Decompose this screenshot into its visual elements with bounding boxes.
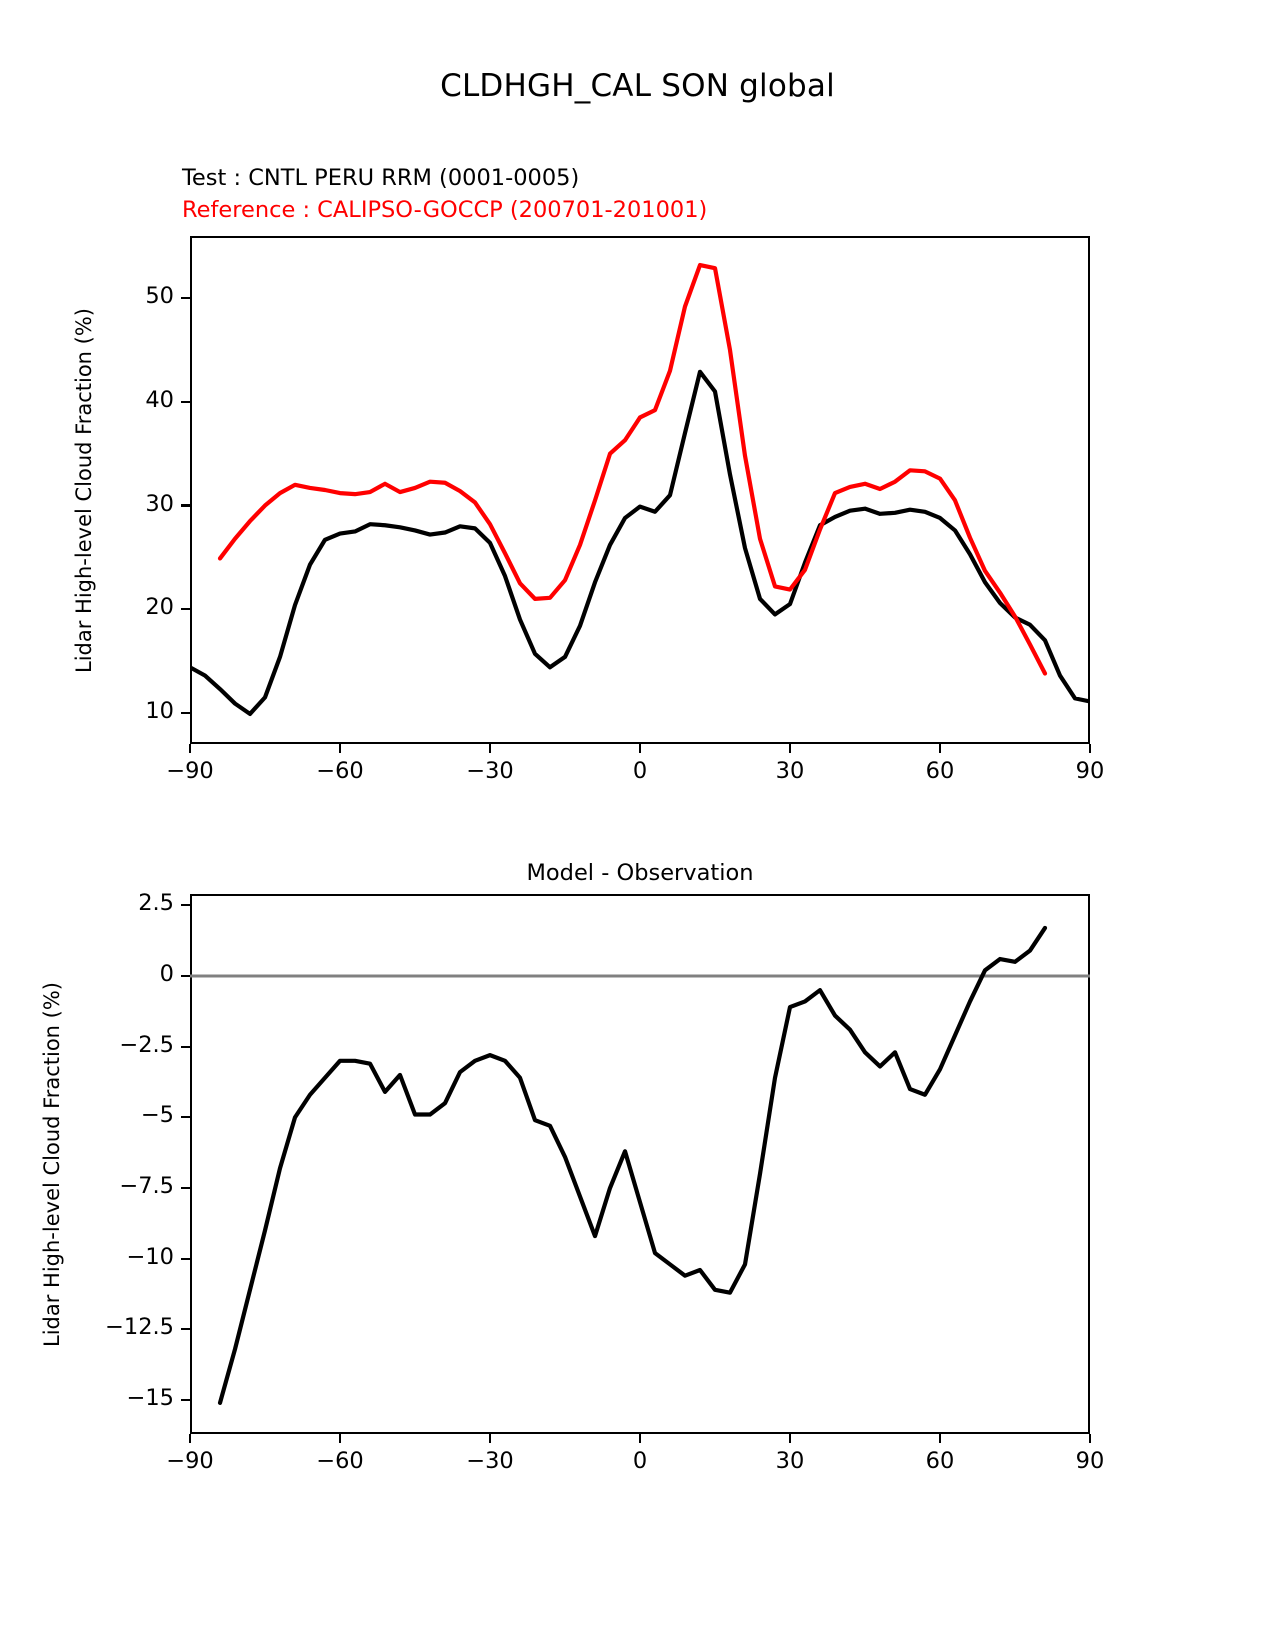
y-tick-label: 40 <box>145 386 174 413</box>
x-tick-label: −60 <box>316 758 364 784</box>
y-tick-mark <box>181 1186 190 1190</box>
x-tick-label: 90 <box>1075 1448 1105 1474</box>
x-tick-label: 30 <box>775 758 805 784</box>
x-tick-mark <box>188 744 192 753</box>
x-tick-mark <box>188 1434 192 1443</box>
top-panel: 10 20 30 40 50 −90 −60 −30 0 30 60 90 Lidar High-le… <box>0 0 1275 800</box>
x-tick-mark <box>1088 744 1092 753</box>
y-tick-label: 2.5 <box>138 890 174 917</box>
top-plot-frame <box>190 236 1090 744</box>
x-tick-mark <box>788 744 792 753</box>
y-tick-label: −2.5 <box>119 1031 174 1058</box>
series-line-0 <box>190 369 1090 717</box>
bottom-plot-title: Model - Observation <box>526 860 754 886</box>
top-plot-lines <box>190 262 1090 717</box>
legend-item-reference: Reference : CALIPSO-GOCCP (200701-201001… <box>182 197 708 223</box>
x-tick-mark <box>488 744 492 753</box>
y-tick-label: 50 <box>145 283 174 310</box>
x-tick-label: −60 <box>316 1448 364 1474</box>
y-tick-label: 0 <box>159 960 174 987</box>
y-tick-label: −7.5 <box>119 1173 174 1200</box>
y-tick-label: −15 <box>126 1385 174 1412</box>
y-tick-label: −10 <box>126 1243 174 1270</box>
legend-item-test: Test : CNTL PERU RRM (0001-0005) <box>182 165 580 191</box>
x-tick-label: 90 <box>1075 758 1105 784</box>
x-tick-label: 60 <box>925 758 955 784</box>
y-tick-mark <box>181 608 190 611</box>
y-tick-mark <box>181 1257 190 1260</box>
y-tick-label: 30 <box>145 490 174 517</box>
y-tick-mark <box>181 711 190 714</box>
page-title: CLDHGH_CAL SON global <box>440 68 835 104</box>
y-tick-mark <box>181 974 190 978</box>
x-tick-label: 60 <box>925 1448 955 1474</box>
y-tick-label: −5 <box>140 1102 174 1129</box>
x-tick-mark <box>488 1434 492 1443</box>
y-tick-mark <box>181 1045 190 1048</box>
y-tick-label: 10 <box>145 697 174 724</box>
x-tick-mark <box>338 744 342 753</box>
y-tick-label: 20 <box>145 594 174 621</box>
x-tick-label: 30 <box>775 1448 805 1474</box>
bottom-plot-frame <box>190 894 1090 1434</box>
legend: Test : CNTL PERU RRM (0001-0005) Referen… <box>182 162 707 226</box>
x-tick-mark <box>338 1434 342 1443</box>
x-tick-label: −30 <box>466 758 514 784</box>
y-tick-mark <box>181 297 190 300</box>
x-tick-mark <box>1088 1434 1092 1443</box>
y-tick-mark <box>181 1328 190 1331</box>
y-tick-mark <box>181 1398 190 1402</box>
x-tick-label: 0 <box>632 758 648 784</box>
series-line-1 <box>217 262 1048 676</box>
y-tick-mark <box>181 904 190 907</box>
x-tick-label: −90 <box>166 758 214 784</box>
x-tick-mark <box>638 744 642 753</box>
x-tick-mark <box>938 1434 942 1443</box>
series-line-0 <box>217 925 1048 1405</box>
x-tick-mark <box>638 1434 642 1443</box>
y-tick-mark <box>181 504 190 507</box>
x-tick-mark <box>938 744 942 753</box>
bottom-plot-lines <box>190 925 1090 1405</box>
x-tick-label: −30 <box>466 1448 514 1474</box>
x-tick-label: −90 <box>166 1448 214 1474</box>
y-tick-label: −12.5 <box>105 1314 174 1341</box>
y-tick-mark <box>181 1116 190 1119</box>
bottom-y-axis-label: Lidar High-level Cloud Fraction (%) <box>40 981 64 1347</box>
x-tick-label: 0 <box>632 1448 648 1474</box>
x-tick-mark <box>788 1434 792 1443</box>
y-tick-mark <box>181 400 190 403</box>
